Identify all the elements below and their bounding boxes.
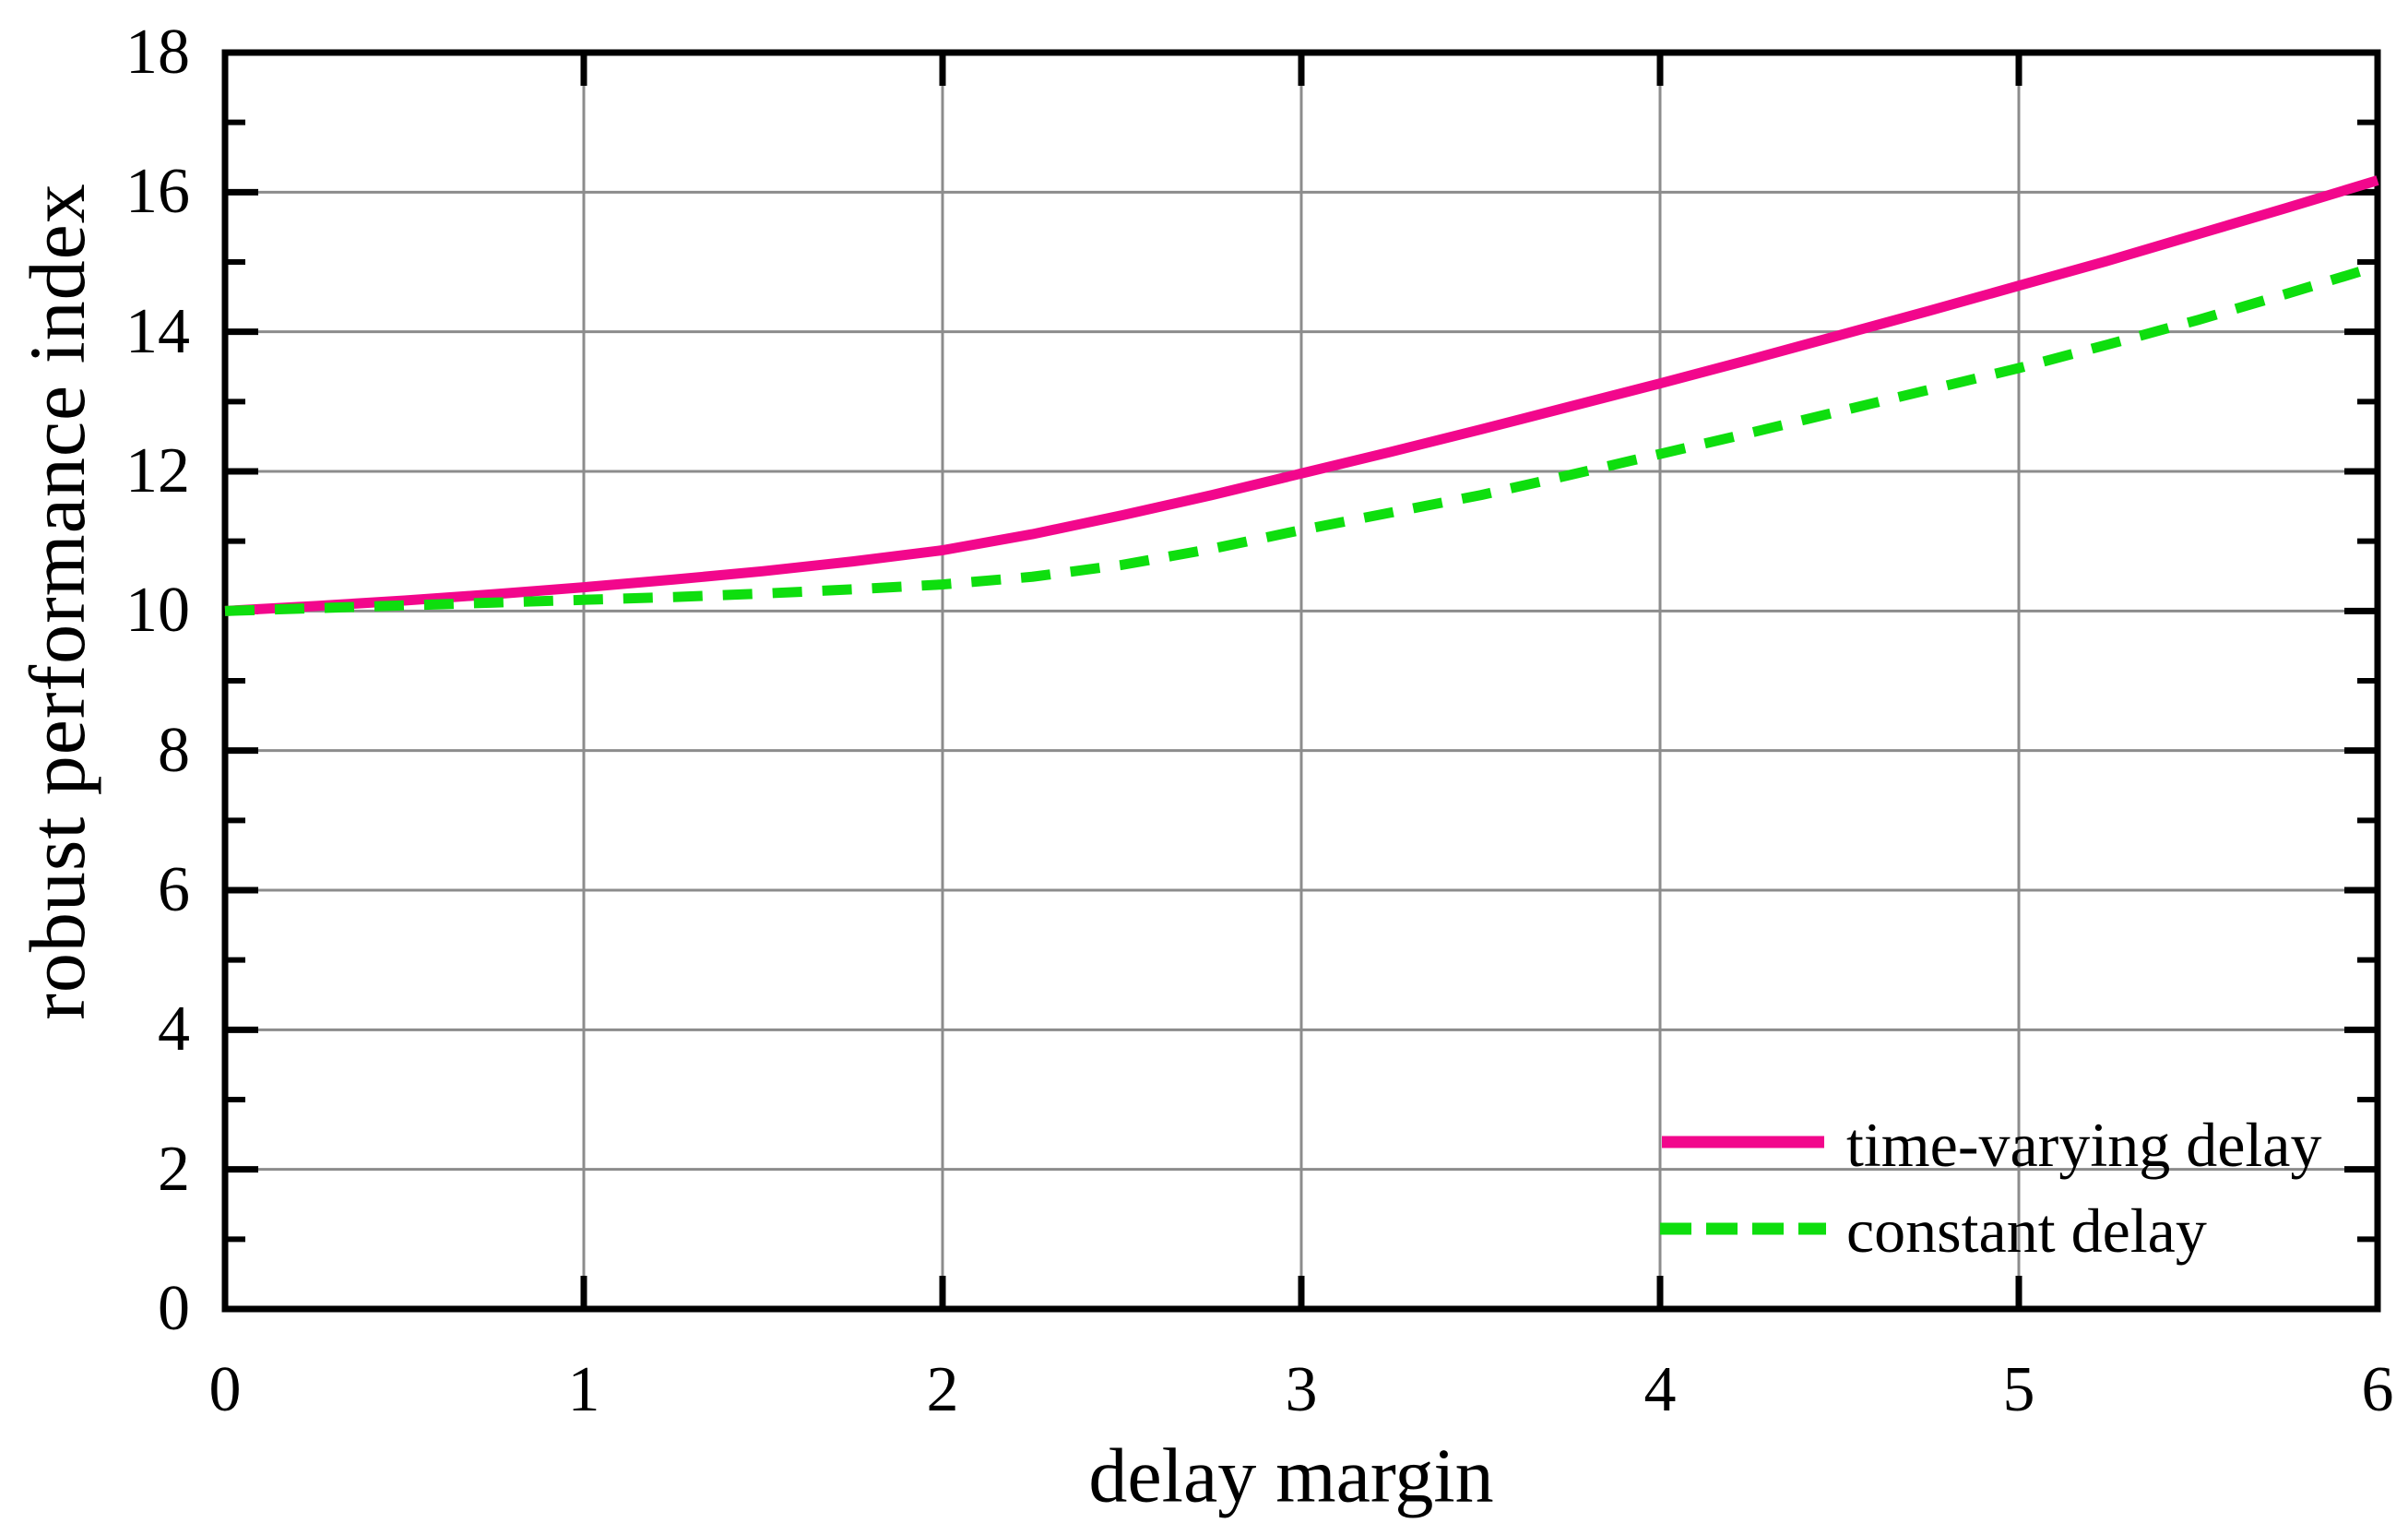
y-tick-label-8: 8	[158, 714, 190, 786]
plot-border	[221, 49, 2381, 1313]
x-tick-label-5: 5	[2002, 1354, 2035, 1425]
x-tick-label-3: 3	[1285, 1354, 1318, 1425]
y-tick-label-18: 18	[125, 17, 190, 88]
y-tick-label-2: 2	[158, 1133, 190, 1205]
y-tick-label-0: 0	[158, 1273, 190, 1344]
gridlines	[225, 53, 2378, 1309]
x-tick-label-4: 4	[1643, 1354, 1677, 1425]
legend-label-time-varying-delay: time-varying delay	[1846, 1110, 2322, 1180]
legend-swatches	[1660, 1136, 1826, 1235]
legend-label-constant-delay: constant delay	[1846, 1196, 2207, 1266]
y-tick-label-16: 16	[125, 156, 190, 228]
x-tick-label-1: 1	[567, 1354, 600, 1425]
y-tick-label-14: 14	[125, 295, 190, 367]
x-tick-label-2: 2	[926, 1354, 959, 1425]
curve-time-varying-delay	[224, 175, 2379, 616]
y-tick-label-12: 12	[125, 435, 190, 506]
y-tick-label-6: 6	[158, 854, 190, 925]
x-axis-title: delay margin	[1088, 1433, 1494, 1519]
y-axis-title: robust performance index	[13, 183, 101, 1020]
curve-constant-delay	[224, 261, 2379, 616]
x-tick-label-6: 6	[2361, 1354, 2394, 1425]
x-tick-label-0: 0	[208, 1354, 242, 1425]
y-tick-label-10: 10	[125, 575, 190, 647]
y-tick-label-4: 4	[158, 994, 190, 1065]
data-curves	[224, 175, 2379, 616]
